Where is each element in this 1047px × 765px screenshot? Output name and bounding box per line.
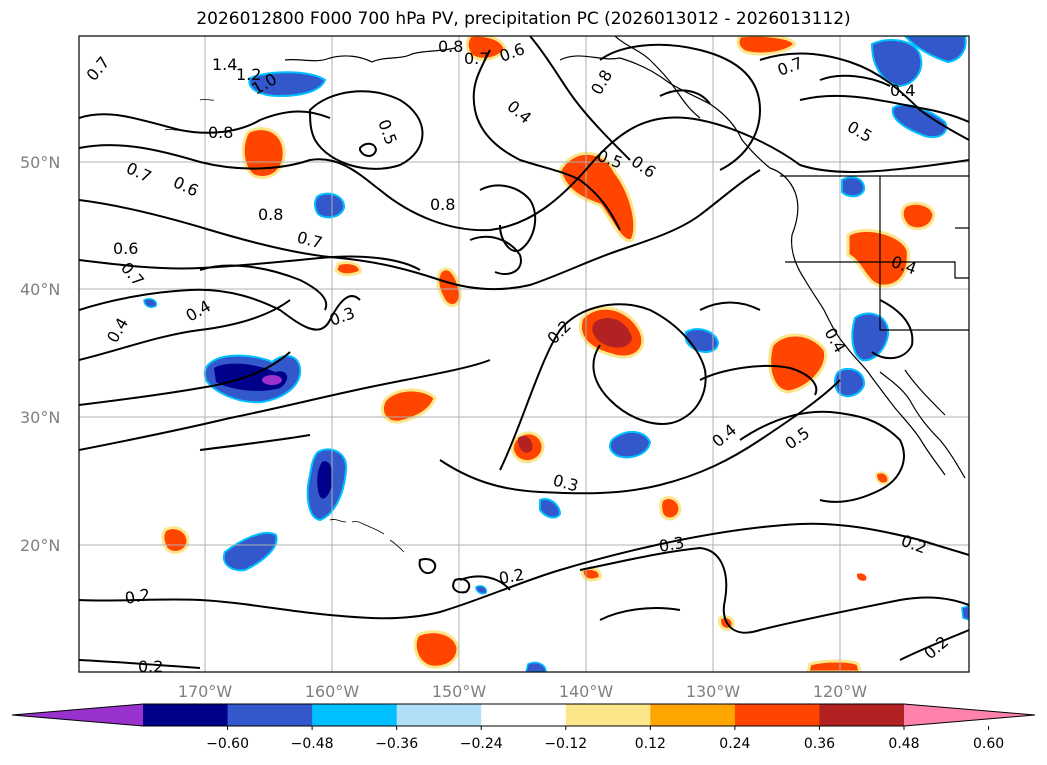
colorbar-bin <box>650 704 736 726</box>
lon-tick-label: 140°W <box>559 682 614 701</box>
lat-tick-label: 30°N <box>20 408 60 427</box>
colorbar-tick-label: −0.24 <box>460 736 503 752</box>
colorbar-bin <box>819 704 905 726</box>
contour-label: 0.8 <box>258 205 283 224</box>
colorbar-tick-label: 0.12 <box>635 736 666 752</box>
colorbar-extend-low <box>12 704 143 726</box>
map-gridlines <box>79 36 969 672</box>
precip-negative-blob <box>870 39 923 88</box>
colorbar-tick-label: 0.48 <box>888 736 919 752</box>
colorbar-bin <box>396 704 482 726</box>
colorbar-tick-label: −0.48 <box>291 736 334 752</box>
colorbar-tick-label: 0.36 <box>804 736 835 752</box>
precip-positive-blob <box>161 526 190 555</box>
colorbar-bin <box>143 704 229 726</box>
contour-label: 0.2 <box>123 585 151 608</box>
precip-negative-blob <box>143 298 158 308</box>
lon-tick-label: 120°W <box>813 682 868 701</box>
precip-extreme-negative-blob <box>262 375 282 385</box>
precip-negative-blob <box>248 71 327 98</box>
precip-negative-blob <box>222 532 278 572</box>
colorbar-tick-label: −0.12 <box>544 736 587 752</box>
longitude-ticks: 170°W 160°W 150°W 140°W 130°W 120°W <box>178 682 868 701</box>
colorbar-bin <box>734 704 820 726</box>
precip-positive-blob <box>436 267 462 308</box>
contour-label: 1.2 <box>236 65 261 84</box>
colorbar-bin <box>565 704 651 726</box>
contour-label: 0.8 <box>208 123 233 142</box>
precip-negative-blob <box>539 498 562 519</box>
lat-tick-label: 20°N <box>20 536 60 555</box>
contour-label: 0.7 <box>464 49 489 68</box>
precip-positive-blob <box>465 36 507 61</box>
precip-fill-layer <box>143 36 969 672</box>
precip-positive-blob <box>856 573 867 581</box>
lon-tick-label: 160°W <box>305 682 360 701</box>
lon-tick-label: 150°W <box>432 682 487 701</box>
colorbar-outline <box>11 703 1036 727</box>
lat-tick-label: 40°N <box>20 280 60 299</box>
precip-positive-blob <box>736 36 797 56</box>
precip-negative-blob <box>834 367 866 398</box>
precip-negative-blob <box>903 36 967 64</box>
colorbar-bin <box>227 704 313 726</box>
lon-tick-label: 130°W <box>686 682 741 701</box>
precip-positive-blob <box>241 127 286 179</box>
precip-positive-blob <box>413 630 460 669</box>
precip-positive-blob <box>768 333 828 394</box>
precip-negative-blob <box>525 661 547 672</box>
precip-negative-blob <box>961 605 969 621</box>
precip-negative-blob <box>841 176 866 198</box>
contour-label: 1.4 <box>212 55 237 74</box>
map-frame <box>78 35 970 673</box>
precip-strong-negative-blob <box>317 461 333 499</box>
colorbar-tick-label: 0.24 <box>719 736 750 752</box>
colorbar-bin <box>481 704 567 726</box>
colorbar-tick-label: −0.36 <box>375 736 418 752</box>
colorbar-tick-label: −0.60 <box>206 736 249 752</box>
precip-positive-blob <box>874 471 890 485</box>
precip-negative-blob <box>475 585 488 595</box>
precip-negative-blob <box>314 192 345 219</box>
contour-label: 0.8 <box>438 37 463 56</box>
precip-positive-blob <box>334 261 362 277</box>
contour-label: 0.6 <box>113 239 138 258</box>
lat-tick-label: 50°N <box>20 153 60 172</box>
contour-label: 0.2 <box>497 565 525 588</box>
contour-label: 0.8 <box>430 195 455 214</box>
colorbar-extend-high <box>904 704 1035 726</box>
map-title: 2026012800 F000 700 hPa PV, precipitatio… <box>196 9 851 29</box>
latitude-ticks: 50°N 40°N 30°N 20°N <box>20 153 60 555</box>
precip-strong-positive-blob <box>592 317 632 348</box>
precip-positive-blob <box>900 201 936 231</box>
precip-positive-blob <box>380 388 437 424</box>
precip-positive-blob <box>806 659 862 672</box>
precip-positive-blob <box>580 566 602 582</box>
colorbar-tick-label: 0.60 <box>973 736 1004 752</box>
colorbar: −0.60 −0.48 −0.36 −0.24 −0.12 0.12 0.24 0.36 0.4… <box>11 703 1036 752</box>
contour-label: 0.4 <box>890 81 915 100</box>
colorbar-bin <box>312 704 398 726</box>
lon-tick-label: 170°W <box>178 682 233 701</box>
precip-positive-blob <box>659 496 682 521</box>
contour-label: 0.3 <box>657 533 685 556</box>
precip-positive-blob <box>846 228 910 288</box>
pv-contours <box>79 36 969 669</box>
precip-negative-blob <box>609 431 652 459</box>
precip-strong-positive-blob <box>518 435 533 453</box>
contour-label: 0.2 <box>138 657 163 676</box>
